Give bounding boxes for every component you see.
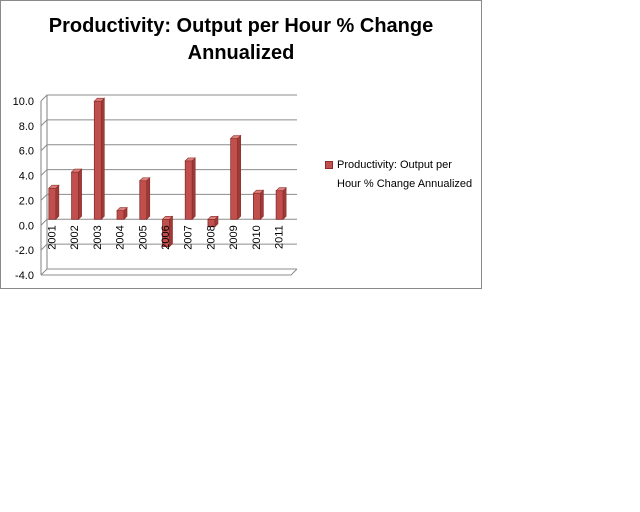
bar-front [230, 138, 239, 220]
x-tick-label: 2005 [137, 225, 149, 249]
plot-area: 10.0 8.0 6.0 4.0 2.0 0.0 -2.0 -4.0 2001 2002 2003… [13, 94, 298, 282]
x-tick-label: 2001 [46, 225, 58, 249]
bar-front [116, 210, 125, 220]
legend-label: Productivity: Output per Hour % Change A… [337, 159, 473, 190]
bar [252, 189, 265, 221]
x-tick-label: 2002 [69, 225, 81, 249]
bar-top [207, 215, 219, 220]
y-tick-label: -4.0 [15, 270, 34, 282]
gridline [40, 243, 297, 251]
bar-top [161, 215, 174, 220]
bar-top [139, 177, 151, 182]
bar-front [275, 190, 284, 220]
chart-area: Productivity: Output per Hour % Change A… [0, 0, 482, 289]
bar-top [70, 168, 83, 173]
bar-top [116, 207, 128, 211]
bar-front [48, 187, 57, 220]
bar-front [93, 100, 102, 220]
gridline [40, 144, 297, 152]
x-tick-label: 2007 [183, 225, 195, 249]
y-tick-label: 10.0 [13, 96, 34, 108]
bar-front [139, 180, 148, 220]
bar-top [229, 135, 242, 139]
bars [48, 97, 287, 248]
bar [207, 215, 219, 228]
bar-top [93, 97, 106, 102]
bar-side [260, 189, 264, 221]
y-tick-label: 0.0 [19, 220, 34, 232]
bar-top [184, 157, 196, 162]
x-tick-label: 2008 [205, 225, 217, 249]
y-tick-label: 6.0 [19, 146, 34, 158]
bar-front [71, 171, 79, 220]
bar-side [101, 97, 105, 221]
bar-top [48, 184, 60, 189]
bar [139, 177, 151, 221]
x-tick-label: 2004 [115, 225, 127, 249]
bar-top [275, 187, 287, 191]
y-tick-label: 8.0 [19, 121, 34, 133]
bar [70, 168, 83, 221]
chart-title: Productivity: Output per Hour % Change A… [48, 15, 434, 64]
x-tick-label: 2011 [274, 225, 286, 249]
y-tick-label: 4.0 [19, 171, 34, 183]
bar [161, 215, 174, 248]
bar [93, 97, 106, 221]
x-tick-label: 2010 [251, 225, 263, 249]
bar-front [184, 160, 193, 220]
legend-swatch [325, 161, 333, 169]
y-tick-labels: 10.0 8.0 6.0 4.0 2.0 0.0 -2.0 -4.0 [13, 96, 34, 282]
y-tick-label: 2.0 [19, 195, 34, 207]
bar [116, 206, 128, 221]
legend: Productivity: Output per Hour % Change A… [325, 156, 475, 194]
x-tick-labels: 2001 2002 2003 2004 2005 2006 2007 2008 2009 2010… [46, 225, 285, 249]
bar [275, 186, 287, 221]
floor-line [41, 268, 298, 276]
bar-side [237, 134, 241, 221]
x-tick-label: 2003 [92, 225, 104, 249]
x-tick-label: 2006 [160, 225, 172, 249]
bar-top [252, 189, 265, 194]
y-tick-label: -2.0 [15, 245, 34, 257]
gridline [40, 268, 297, 276]
x-tick-label: 2009 [228, 225, 240, 249]
gridline [40, 94, 297, 102]
bar-side [146, 177, 151, 221]
bar-side [282, 186, 287, 221]
gridline [40, 119, 297, 127]
bar [229, 134, 242, 221]
bar-front [253, 192, 261, 220]
gridline [40, 169, 297, 176]
bar [48, 184, 60, 221]
bar-side [55, 184, 60, 221]
bar-side [191, 157, 196, 221]
gridline [40, 193, 297, 201]
bar [184, 157, 196, 221]
bar-side [78, 168, 82, 221]
